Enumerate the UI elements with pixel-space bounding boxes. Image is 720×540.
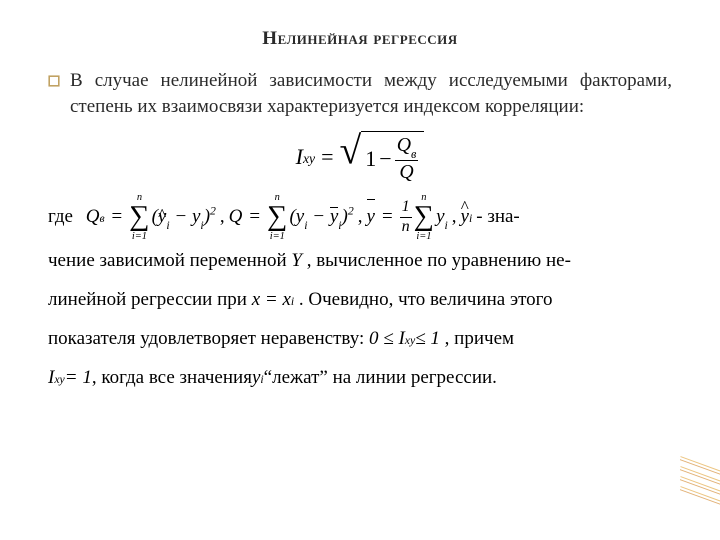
- body-text: где Qв = n∑i=1 (yi − yi)2 , Q = n∑i=1 (y…: [48, 193, 672, 398]
- sqrt: √ 1 − Qв Q: [340, 131, 425, 183]
- bullet-icon: [48, 75, 60, 87]
- intro-text: В случае нелинейной зависимости между ис…: [70, 68, 672, 119]
- intro-paragraph: В случае нелинейной зависимости между ис…: [48, 68, 672, 119]
- definitions-line: где Qв = n∑i=1 (yi − yi)2 , Q = n∑i=1 (y…: [48, 193, 672, 242]
- index-formula: Ixy = √ 1 − Qв Q: [48, 131, 672, 183]
- slide-title: Нелинейная регрессия: [48, 28, 672, 50]
- corner-decoration: [680, 448, 720, 512]
